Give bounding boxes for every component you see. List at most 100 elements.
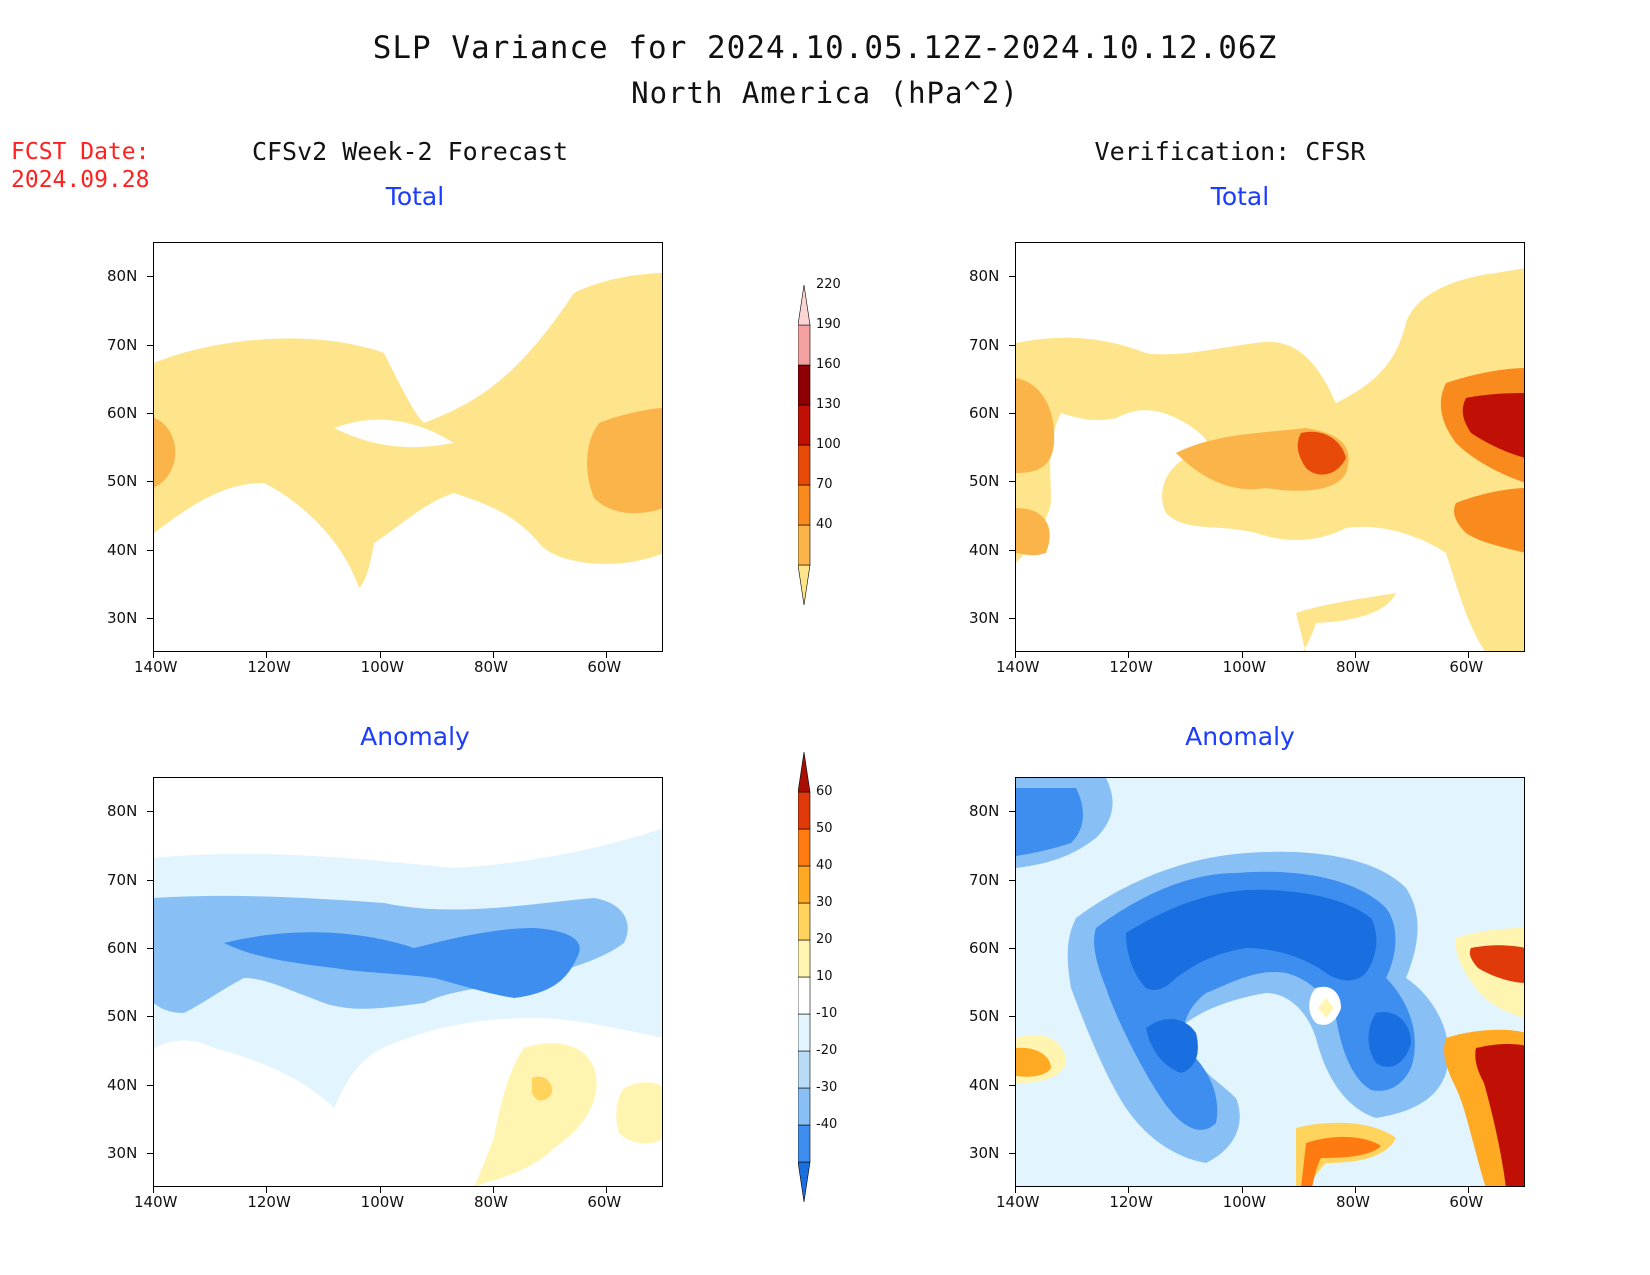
forecast-date-caption: FCST Date: <box>11 139 150 165</box>
verification-anomaly-lat-tick: 80N <box>969 802 1000 821</box>
verification-total-lat-tick: 40N <box>969 540 1000 559</box>
anomaly-colorbar-swatch <box>798 865 811 904</box>
verification-anomaly-subtitle: Anomaly <box>1185 722 1295 751</box>
forecast-total-lat-tickmark <box>147 617 153 619</box>
verification-total-lat-tickmark <box>1009 412 1015 414</box>
forecast-anomaly-lon-tick: 60W <box>587 1193 622 1211</box>
verification-total-lat-tick: 60N <box>969 403 1000 422</box>
verification-anomaly-lat-tickmark <box>1009 1152 1015 1154</box>
forecast-total-lat-tick: 60N <box>107 403 138 422</box>
forecast-total-lon-tickmark <box>606 652 608 658</box>
forecast-anomaly-lon-tick: 80W <box>474 1193 508 1211</box>
forecast-total-lat-tick: 80N <box>107 267 138 286</box>
forecast-anomaly-lon-tick: 100W <box>360 1193 405 1211</box>
forecast-date-value: 2024.09.28 <box>11 167 150 193</box>
verification-anomaly-lon-tickmark <box>1015 1187 1016 1193</box>
verification-total-lon-tick: 60W <box>1449 658 1484 676</box>
forecast-anomaly-subtitle: Anomaly <box>360 722 470 751</box>
verification-anomaly-lon-tickmark <box>1128 1187 1130 1193</box>
verification-total-lon-tick: 120W <box>1109 658 1153 676</box>
forecast-total-lon-tickmark <box>493 652 494 658</box>
forecast-total-lon-tick: 140W <box>134 658 178 676</box>
forecast-anomaly-lon-tick: 120W <box>247 1193 291 1211</box>
verification-total-lat-tickmark <box>1009 344 1015 346</box>
forecast-total-lat-tick: 30N <box>107 608 138 627</box>
forecast-anomaly-lat-tickmark <box>147 1152 153 1154</box>
forecast-anomaly-lat-tickmark <box>147 811 153 813</box>
forecast-anomaly-lat-tick: 60N <box>107 938 138 957</box>
verification-anomaly-map <box>1015 777 1525 1187</box>
total-colorbar-swatch <box>798 444 811 486</box>
total-colorbar-swatch <box>798 324 811 366</box>
verification-total-lat-tick: 30N <box>969 608 1000 627</box>
verification-anomaly-lat-tickmark <box>1009 811 1015 813</box>
anomaly-colorbar-swatch <box>798 1050 811 1089</box>
verification-total-lat-tick: 80N <box>969 267 1000 286</box>
forecast-total-lat-tickmark <box>147 481 153 483</box>
forecast-anomaly-lon-tickmark <box>379 1187 381 1193</box>
verification-anomaly-lon-tick: 120W <box>1109 1193 1153 1211</box>
total-colorbar-label: 130 <box>816 397 841 412</box>
forecast-total-subtitle: Total <box>385 182 445 211</box>
anomaly-colorbar-label: 50 <box>816 821 833 836</box>
verification-anomaly-lat-tick: 30N <box>969 1143 1000 1162</box>
forecast-anomaly-lon-tickmark <box>606 1187 608 1193</box>
main-subtitle: North America (hPa^2) <box>631 76 1019 110</box>
verification-total-lon-tickmark <box>1355 652 1356 658</box>
total-colorbar-label: 40 <box>816 517 833 532</box>
verification-anomaly-lon-tick: 100W <box>1222 1193 1267 1211</box>
anomaly-colorbar-swatch <box>798 791 811 830</box>
total-colorbar-label: 220 <box>816 277 841 292</box>
forecast-total-lon-tickmark <box>153 652 154 658</box>
forecast-total-lat-tickmark <box>147 344 153 346</box>
forecast-anomaly-lon-tickmark <box>266 1187 268 1193</box>
verification-total-map <box>1015 242 1525 652</box>
forecast-anomaly-lon-tickmark <box>153 1187 154 1193</box>
anomaly-colorbar-label: -10 <box>816 1006 838 1021</box>
forecast-total-lon-tick: 60W <box>587 658 622 676</box>
verification-total-lon-tick: 140W <box>996 658 1040 676</box>
verification-anomaly-lat-tick: 40N <box>969 1075 1000 1094</box>
forecast-total-lat-tickmark <box>147 276 153 278</box>
forecast-anomaly-lat-tick: 80N <box>107 802 138 821</box>
verification-column-title: Verification: CFSR <box>1094 137 1366 166</box>
anomaly-colorbar-swatch <box>798 902 811 941</box>
anomaly-colorbar-swatch <box>798 1124 811 1163</box>
anomaly-colorbar-label: -20 <box>816 1043 838 1058</box>
anomaly-colorbar-label: -30 <box>816 1080 838 1095</box>
anomaly-colorbar-swatch <box>798 752 811 793</box>
verification-total-lat-tickmark <box>1009 549 1015 551</box>
verification-anomaly-lat-tick: 50N <box>969 1007 1000 1026</box>
anomaly-colorbar-swatch <box>798 939 811 978</box>
verification-total-lon-tick: 100W <box>1222 658 1267 676</box>
verification-total-lat-tick: 50N <box>969 472 1000 491</box>
anomaly-colorbar-swatch <box>798 976 811 1015</box>
forecast-total-lon-tick: 120W <box>247 658 291 676</box>
total-colorbar-label: 100 <box>816 437 841 452</box>
forecast-anomaly-lat-tick: 50N <box>107 1007 138 1026</box>
verification-total-lon-tickmark <box>1128 652 1130 658</box>
verification-anomaly-lat-tickmark <box>1009 947 1015 949</box>
forecast-anomaly-lon-tick: 140W <box>134 1193 178 1211</box>
total-colorbar-label: 160 <box>816 357 841 372</box>
total-colorbar-swatch <box>798 564 811 605</box>
forecast-total-lon-tickmark <box>266 652 268 658</box>
total-colorbar-label: 70 <box>816 477 833 492</box>
forecast-anomaly-lat-tick: 70N <box>107 870 138 889</box>
forecast-anomaly-lat-tickmark <box>147 879 153 881</box>
verification-anomaly-lat-tick: 70N <box>969 870 1000 889</box>
verification-total-lat-tickmark <box>1009 617 1015 619</box>
verification-anomaly-lat-tickmark <box>1009 1084 1015 1086</box>
forecast-anomaly-lat-tick: 40N <box>107 1075 138 1094</box>
verification-anomaly-lon-tick: 60W <box>1449 1193 1484 1211</box>
forecast-anomaly-lon-tickmark <box>493 1187 494 1193</box>
verification-total-lon-tick: 80W <box>1336 658 1370 676</box>
anomaly-colorbar-label: 20 <box>816 932 833 947</box>
anomaly-colorbar-label: 60 <box>816 784 833 799</box>
verification-total-lat-tickmark <box>1009 481 1015 483</box>
forecast-date-label: FCST Date: 2024.09.28 <box>11 138 149 194</box>
verification-total-lon-tickmark <box>1015 652 1016 658</box>
forecast-total-lat-tick: 50N <box>107 472 138 491</box>
forecast-total-map <box>153 242 663 652</box>
verification-anomaly-lon-tick: 140W <box>996 1193 1040 1211</box>
